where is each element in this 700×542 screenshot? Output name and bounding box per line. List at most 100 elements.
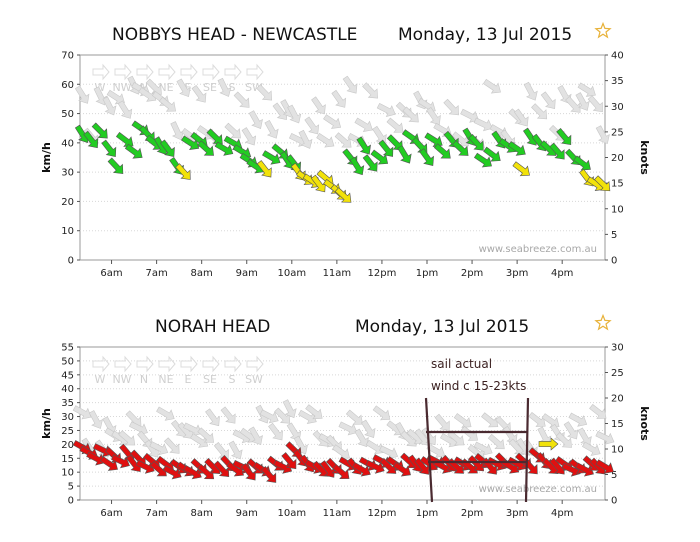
direction-legend-label: SE [203, 373, 217, 386]
y2-tick-label: 30 [611, 343, 624, 354]
x-tick-label: 7am [145, 508, 167, 519]
y2-axis-label: knots [638, 140, 651, 175]
y-tick-label: 50 [61, 109, 74, 120]
annotation-line-right [524, 397, 530, 503]
y2-tick-label: 15 [611, 179, 624, 190]
y2-tick-label: 35 [611, 76, 624, 87]
y-tick-label: 60 [61, 80, 74, 91]
y-tick-label: 30 [61, 412, 74, 423]
y-tick-label: 15 [61, 454, 74, 465]
y-tick-label: 45 [61, 370, 74, 381]
y-tick-label: 5 [68, 482, 74, 493]
y-tick-label: 30 [61, 168, 74, 179]
legend-arrow-icon [158, 355, 176, 373]
y-axis-label: km/h [40, 142, 53, 173]
direction-legend-label: N [140, 373, 148, 386]
watermark: www.seabreeze.com.au [479, 484, 597, 495]
direction-legend-label: SW [245, 81, 263, 94]
y-tick-label: 55 [61, 343, 74, 354]
x-tick-label: 8am [191, 268, 213, 279]
y-tick-label: 40 [61, 384, 74, 395]
chart-title: NORAH HEAD [155, 317, 270, 337]
y-tick-label: 50 [61, 356, 74, 367]
legend-arrow-icon [246, 63, 264, 81]
y-tick-label: 10 [61, 468, 74, 479]
x-tick-label: 11am [323, 508, 352, 519]
y2-tick-label: 5 [611, 230, 617, 241]
direction-legend-label: NW [112, 373, 131, 386]
x-tick-label: 4pm [551, 268, 573, 279]
x-tick-label: 9am [236, 508, 258, 519]
x-tick-label: 10am [278, 508, 307, 519]
y-tick-label: 70 [61, 51, 74, 62]
y2-tick-label: 15 [611, 419, 624, 430]
y-axis-label: km/h [40, 408, 53, 439]
direction-legend-label: NW [112, 81, 131, 94]
direction-legend-label: S [229, 373, 236, 386]
legend-arrow-icon [114, 355, 132, 373]
legend-arrow-icon [114, 63, 132, 81]
plot-area [79, 54, 606, 261]
direction-legend-label: S [229, 81, 236, 94]
y-tick-label: 20 [61, 440, 74, 451]
x-tick-label: 4pm [551, 508, 573, 519]
y-tick-label: 20 [61, 197, 74, 208]
x-tick-label: 11am [323, 268, 352, 279]
x-tick-label: 2pm [461, 268, 483, 279]
x-tick-label: 12pm [368, 268, 397, 279]
annotation-text-2: wind c 15-23kts [431, 379, 526, 393]
y2-tick-label: 0 [611, 496, 617, 507]
x-tick-label: 1pm [416, 268, 438, 279]
x-tick-label: 7am [145, 268, 167, 279]
legend-arrow-icon [180, 63, 198, 81]
chart-panel-1: NOBBYS HEAD - NEWCASTLE Monday, 13 Jul 20… [40, 21, 651, 279]
direction-legend-label: N [140, 81, 148, 94]
x-tick-label: 6am [100, 268, 122, 279]
legend-arrow-icon [136, 355, 154, 373]
x-tick-label: 6am [100, 508, 122, 519]
y2-axis-label: knots [638, 406, 651, 441]
x-tick-label: 3pm [506, 268, 528, 279]
x-tick-label: 8am [191, 508, 213, 519]
y-tick-label: 0 [68, 256, 74, 267]
favourite-star-icon[interactable] [594, 313, 612, 331]
y2-tick-label: 40 [611, 51, 624, 62]
watermark: www.seabreeze.com.au [479, 244, 597, 255]
y-tick-label: 40 [61, 138, 74, 149]
direction-legend-label: E [185, 373, 192, 386]
y2-tick-label: 30 [611, 102, 624, 113]
direction-legend-label: E [185, 81, 192, 94]
chart-title: NOBBYS HEAD - NEWCASTLE [112, 25, 357, 45]
y2-tick-label: 20 [611, 153, 624, 164]
x-tick-label: 9am [236, 268, 258, 279]
legend-arrow-icon [136, 63, 154, 81]
x-tick-label: 2pm [461, 508, 483, 519]
y2-tick-label: 25 [611, 368, 624, 379]
y2-tick-label: 10 [611, 445, 624, 456]
favourite-star-icon[interactable] [594, 21, 612, 39]
chart-panel-2: NORAH HEAD Monday, 13 Jul 2015 0 5 10 15 20 25 3… [40, 313, 651, 519]
direction-legend-label: SW [245, 373, 263, 386]
y2-tick-label: 20 [611, 394, 624, 405]
x-tick-label: 1pm [416, 508, 438, 519]
annotation-text-1: sail actual [431, 357, 492, 371]
x-tick-label: 12pm [368, 508, 397, 519]
direction-legend-label: NE [158, 81, 173, 94]
x-tick-label: 10am [278, 268, 307, 279]
legend-arrow-icon [224, 355, 242, 373]
y2-tick-label: 25 [611, 127, 624, 138]
legend-arrow-icon [246, 355, 264, 373]
legend-arrow-icon [92, 355, 110, 373]
chart-date: Monday, 13 Jul 2015 [355, 317, 529, 337]
direction-legend-label: SE [203, 81, 217, 94]
y-tick-label: 35 [61, 398, 74, 409]
y2-tick-label: 0 [611, 256, 617, 267]
chart-date: Monday, 13 Jul 2015 [398, 25, 572, 45]
x-tick-label: 3pm [506, 508, 528, 519]
direction-legend-label: NE [158, 373, 173, 386]
legend-arrow-icon [224, 63, 242, 81]
legend-arrow-icon [202, 355, 220, 373]
direction-legend-label: W [95, 373, 106, 386]
legend-arrow-icon [158, 63, 176, 81]
